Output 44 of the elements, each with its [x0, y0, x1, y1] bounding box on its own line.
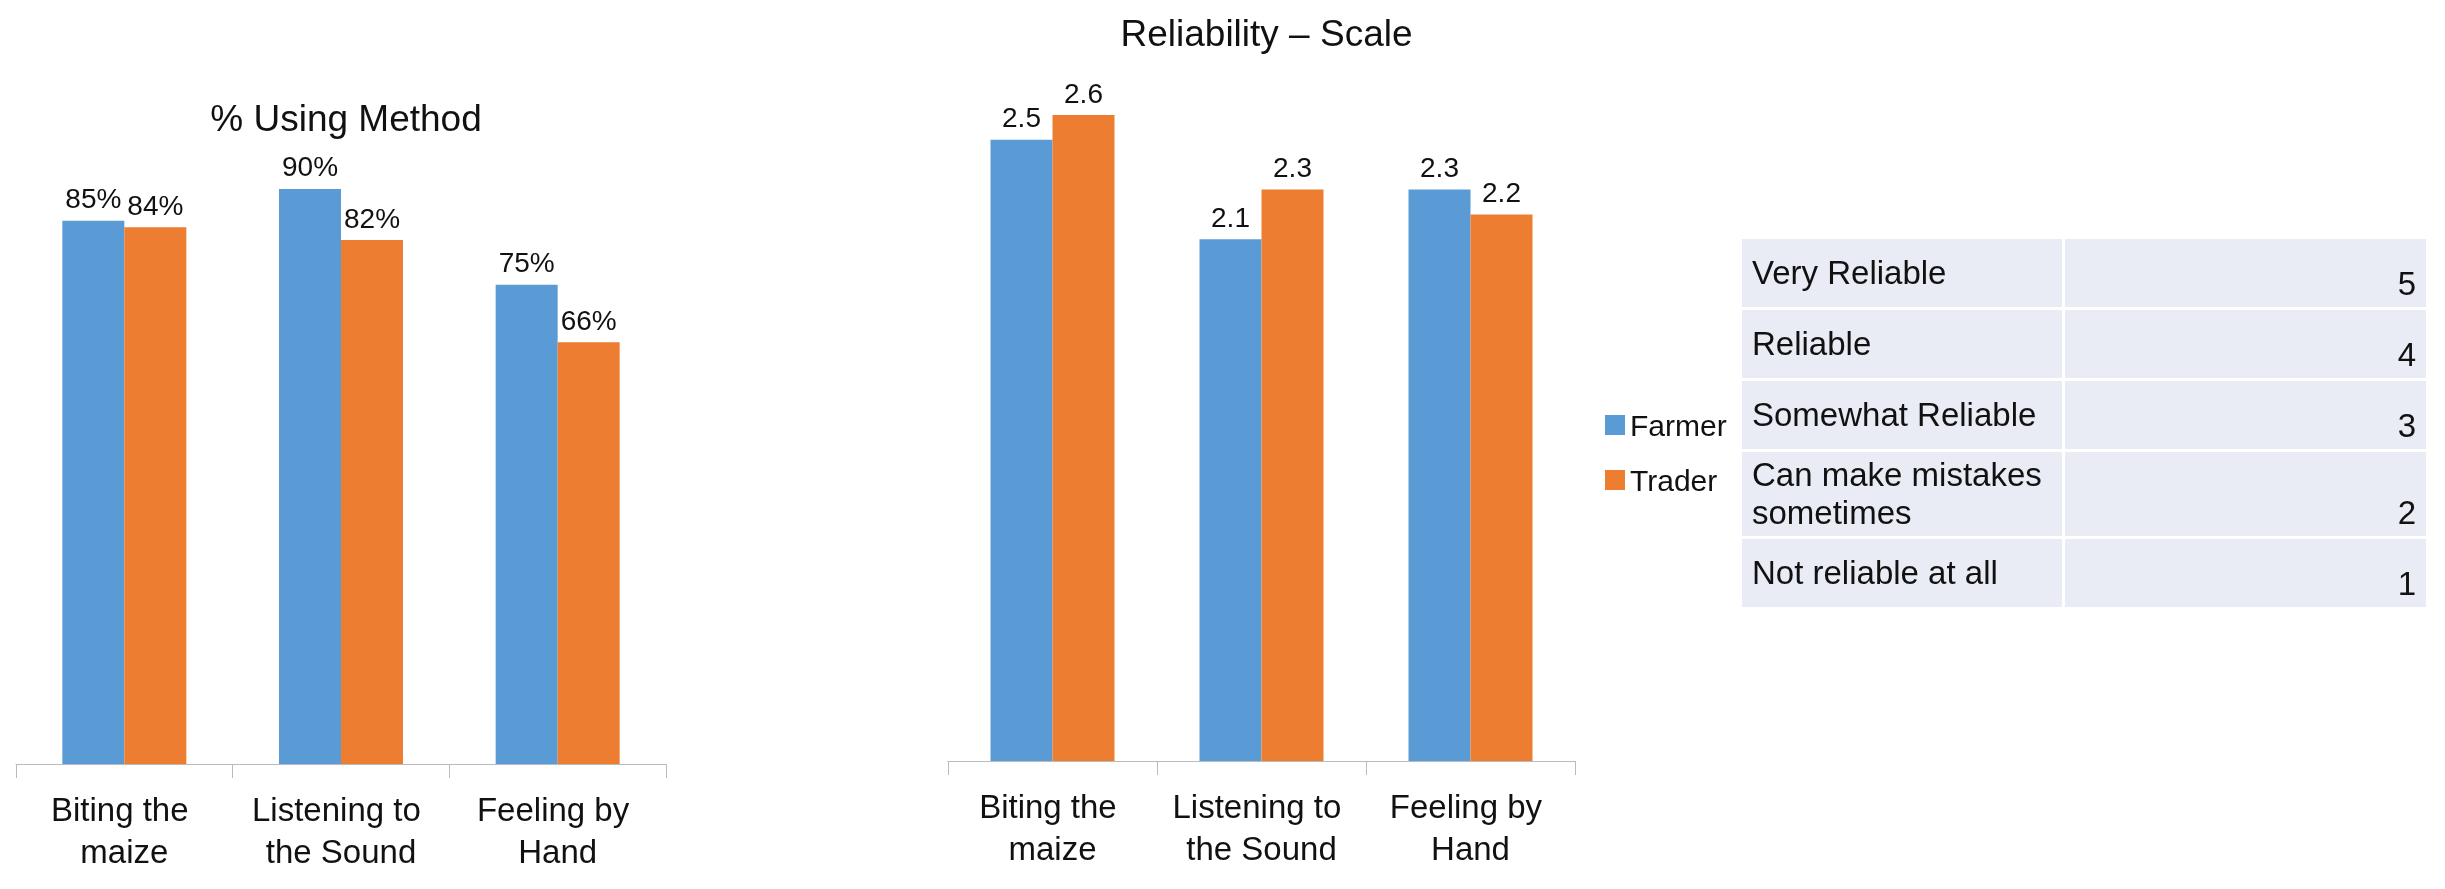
data-label: 2.1 — [1211, 201, 1250, 233]
bar — [341, 240, 403, 764]
data-label: 5 — [2063, 237, 2428, 309]
x-tick-label: Feeling by Hand — [1389, 787, 1552, 867]
bar — [557, 342, 620, 764]
data-label: 66% — [560, 304, 617, 336]
x-tick-label: Biting the maize — [50, 790, 198, 870]
x-tick-label: Listening to the Sound — [1172, 787, 1351, 867]
data-label: 2.6 — [1064, 77, 1103, 109]
bar — [1261, 189, 1324, 761]
data-label: 2.3 — [1420, 152, 1459, 184]
bar — [1470, 214, 1533, 761]
data-label: 4 — [2063, 308, 2428, 380]
data-label: 85% — [65, 183, 122, 215]
data-label: 2.5 — [1002, 102, 1041, 134]
category-label: Reliable — [1740, 308, 2064, 380]
bar — [124, 227, 187, 764]
data-label: 90% — [281, 151, 339, 183]
x-tick-label: Feeling by Hand — [476, 790, 639, 870]
data-label: 1 — [2063, 537, 2428, 609]
category-label: Somewhat Reliable — [1740, 379, 2064, 451]
category-label: Not reliable at all — [1740, 537, 2064, 609]
chart-title: % Using Method — [210, 98, 482, 139]
data-label: 82% — [343, 202, 401, 234]
bar — [62, 220, 125, 764]
bar — [279, 188, 341, 764]
data-label: 2.3 — [1273, 152, 1312, 184]
legend-label: Trader — [1630, 463, 1718, 497]
data-label: 75% — [498, 247, 555, 279]
x-tick-label: Listening to the Sound — [252, 790, 430, 870]
data-label: 2 — [2063, 450, 2428, 538]
bar — [1052, 115, 1115, 761]
bar — [990, 139, 1053, 761]
data-label: 3 — [2063, 379, 2428, 451]
bar — [495, 284, 558, 764]
category-label: Can make mistakes sometimes — [1740, 450, 2064, 538]
bar — [1408, 189, 1471, 761]
chart-title: Reliability – Scale — [1120, 13, 1413, 54]
legend-label: Farmer — [1630, 408, 1727, 442]
bar — [1199, 239, 1262, 761]
data-label: 84% — [127, 189, 184, 221]
category-label: Very Reliable — [1740, 237, 2064, 309]
data-label: 2.2 — [1482, 176, 1521, 208]
x-tick-label: Biting the maize — [979, 787, 1126, 867]
